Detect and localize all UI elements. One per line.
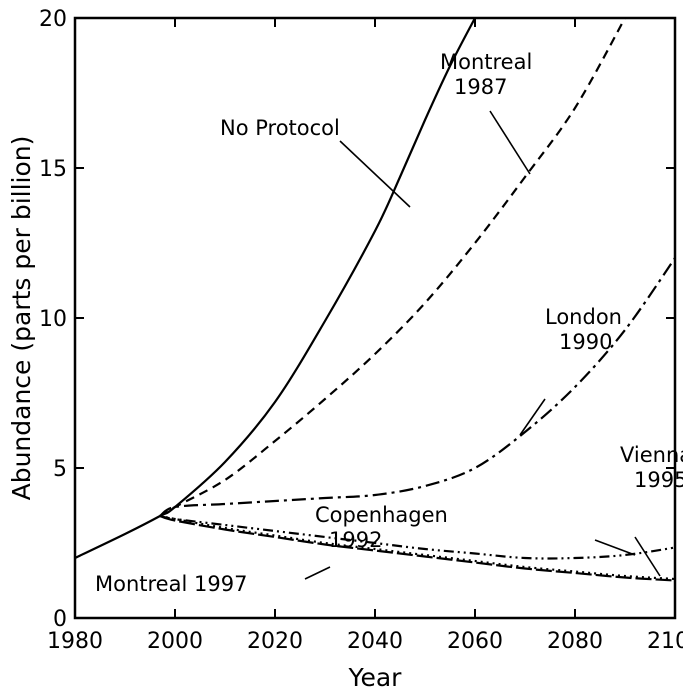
annotation-leader xyxy=(594,539,636,556)
annotation-leader xyxy=(519,398,546,436)
x-tick-label: 2040 xyxy=(347,629,403,654)
y-tick-label: 0 xyxy=(53,607,67,632)
x-axis-title: Year xyxy=(348,663,403,692)
x-tick-label: 2060 xyxy=(447,629,503,654)
series-line-vienna-1995 xyxy=(159,514,675,581)
series-line-london-1990 xyxy=(159,257,675,517)
y-tick-label: 5 xyxy=(53,457,67,482)
annotation-leader xyxy=(304,566,331,580)
x-tick-label: 2080 xyxy=(547,629,603,654)
annotation-leader xyxy=(489,110,531,175)
y-tick-label: 15 xyxy=(39,157,67,182)
series-layer xyxy=(75,18,675,582)
x-tick-label: 1980 xyxy=(47,629,103,654)
y-tick-label: 10 xyxy=(39,307,67,332)
annotation-label: Montreal 1997 xyxy=(95,572,247,596)
y-tick-label: 20 xyxy=(39,7,67,32)
series-line-no-protocol xyxy=(75,18,476,559)
annotation-leader xyxy=(634,536,661,577)
annotation-label: Copenhagen 1992 xyxy=(315,503,448,552)
annotation-label: Vienna1995 xyxy=(620,443,683,492)
x-tick-label: 2020 xyxy=(247,629,303,654)
annotation-label: Montreal 1987 xyxy=(440,50,532,99)
series-line-montreal-1997 xyxy=(159,514,675,582)
annotation-label: No Protocol xyxy=(220,116,340,140)
series-line-copenhagen-1992 xyxy=(159,514,675,560)
x-tick-label: 2000 xyxy=(147,629,203,654)
y-axis-title: Abundance (parts per billion) xyxy=(7,136,36,501)
annotation-leader xyxy=(339,140,411,208)
series-line-montreal-1987 xyxy=(159,18,626,517)
annotation-label: London 1990 xyxy=(545,305,622,354)
